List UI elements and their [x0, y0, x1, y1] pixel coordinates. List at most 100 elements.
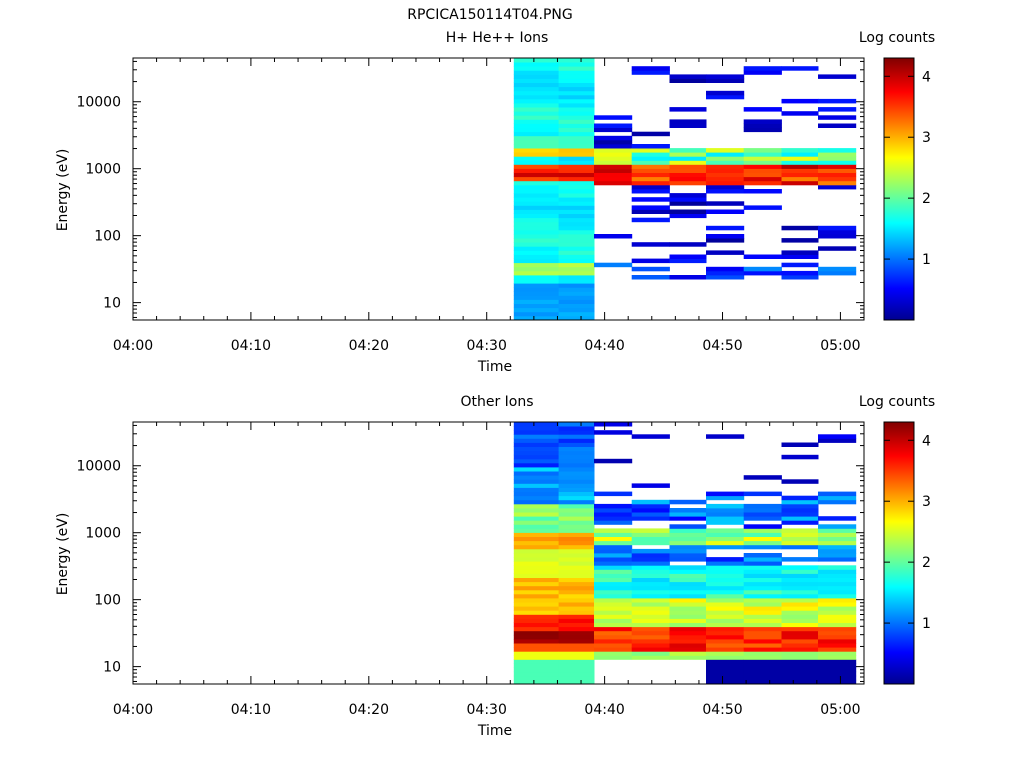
heatmap-cell: [513, 70, 560, 75]
heatmap-cell: [513, 495, 560, 501]
heatmap-cell: [513, 307, 560, 313]
heatmap-cell: [594, 115, 633, 120]
heatmap-cell: [558, 659, 595, 664]
heatmap-cell: [558, 156, 595, 161]
heatmap-cell: [669, 651, 707, 656]
heatmap-cell: [743, 593, 782, 599]
heatmap-cell: [743, 503, 782, 509]
heatmap-cell: [513, 508, 560, 513]
heatmap-cell: [631, 626, 670, 632]
heatmap-cell: [631, 148, 670, 153]
heatmap-cell: [558, 209, 595, 214]
heatmap-cell: [558, 229, 595, 235]
heatmap-cell: [558, 450, 595, 456]
heatmap-cell: [669, 209, 707, 214]
heatmap-cell: [558, 467, 595, 472]
heatmap-cell: [743, 679, 782, 685]
heatmap-cell: [669, 569, 707, 574]
heatmap-cell: [558, 144, 595, 149]
heatmap-cell: [558, 655, 595, 660]
heatmap-cell: [818, 565, 857, 570]
heatmap-cell: [706, 434, 745, 439]
heatmap-cell: [743, 156, 782, 161]
heatmap-cell: [513, 258, 560, 264]
heatmap-cell: [669, 119, 707, 124]
heatmap-cell: [513, 90, 560, 96]
heatmap-cell: [631, 503, 670, 509]
heatmap-cell: [558, 663, 595, 668]
heatmap-cell: [781, 589, 819, 595]
heatmap-cell: [706, 495, 745, 501]
heatmap-cell: [669, 618, 707, 623]
heatmap-cell: [594, 647, 633, 652]
heatmap-cell: [706, 639, 745, 644]
heatmap-cell: [513, 569, 560, 574]
figure-title: RPCICA150114T04.PNG: [407, 7, 572, 23]
heatmap-cell: [818, 679, 857, 685]
heatmap-cell: [631, 602, 670, 607]
heatmap-cell: [743, 647, 782, 652]
heatmap-cell: [558, 569, 595, 574]
heatmap-cell: [743, 581, 782, 587]
heatmap-cell: [781, 573, 819, 578]
heatmap-cell: [781, 442, 819, 447]
heatmap-cell: [594, 508, 633, 513]
heatmap-cell: [558, 639, 595, 644]
heatmap-cell: [743, 540, 782, 546]
heatmap-cell: [513, 295, 560, 300]
heatmap-cell: [818, 156, 857, 161]
heatmap-cell: [558, 565, 595, 570]
heatmap-cell: [558, 618, 595, 623]
colorbar-tick-label: 4: [922, 69, 931, 85]
heatmap-cell: [513, 532, 560, 537]
heatmap-cell: [706, 667, 745, 673]
heatmap-cell: [743, 205, 782, 210]
heatmap-cell: [513, 111, 560, 116]
heatmap-cell: [513, 467, 560, 472]
heatmap-cell: [513, 119, 560, 124]
heatmap-cell: [594, 180, 633, 186]
heatmap-cell: [669, 168, 707, 173]
heatmap-cell: [513, 82, 560, 88]
heatmap-cell: [513, 651, 560, 656]
heatmap-cell: [781, 675, 819, 681]
heatmap-cell: [669, 201, 707, 206]
heatmap-cell: [669, 107, 707, 112]
heatmap-cell: [558, 184, 595, 190]
heatmap-cell: [706, 270, 745, 276]
heatmap-cell: [743, 127, 782, 133]
heatmap-cell: [594, 614, 633, 619]
heatmap-cell: [513, 659, 560, 664]
heatmap-cell: [513, 287, 560, 292]
heatmap-cell: [513, 144, 560, 149]
heatmap-cell: [594, 234, 633, 239]
heatmap-cell: [818, 675, 857, 681]
heatmap-cell: [781, 160, 819, 165]
heatmap-cell: [781, 499, 819, 505]
heatmap-cell: [743, 254, 782, 259]
heatmap-cell: [513, 74, 560, 79]
heatmap-cell: [558, 454, 595, 460]
heatmap-cell: [743, 610, 782, 615]
heatmap-cell: [669, 74, 707, 79]
heatmap-cell: [781, 598, 819, 603]
heatmap-cell: [513, 622, 560, 628]
heatmap-cell: [631, 630, 670, 636]
heatmap-cell: [631, 483, 670, 488]
heatmap-cell: [631, 209, 670, 214]
heatmap-cell: [558, 221, 595, 227]
heatmap-cell: [781, 626, 819, 632]
heatmap-cell: [594, 491, 633, 497]
heatmap-cell: [513, 483, 560, 488]
heatmap-cell: [669, 197, 707, 202]
heatmap-cell: [818, 225, 857, 231]
heatmap-cell: [669, 532, 707, 537]
heatmap-cell: [513, 152, 560, 157]
heatmap-cell: [743, 266, 782, 272]
heatmap-cell: [743, 508, 782, 513]
heatmap-cell: [558, 295, 595, 300]
heatmap-cell: [594, 160, 633, 165]
y-axis-label: Energy (eV): [55, 149, 71, 232]
heatmap-cell: [558, 119, 595, 124]
